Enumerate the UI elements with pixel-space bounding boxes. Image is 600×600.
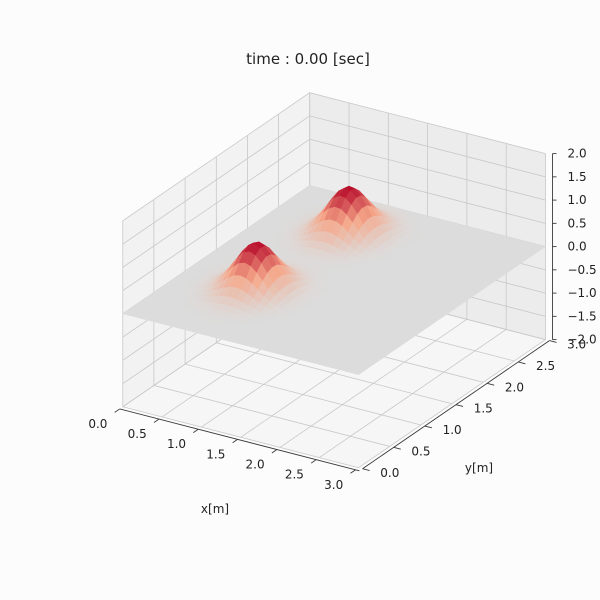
y-tick-label: 2.5 — [536, 359, 555, 373]
x-tick-mark — [350, 469, 356, 474]
y-tick-mark — [549, 340, 557, 343]
x-axis-label: x[m] — [201, 502, 229, 516]
z-tick-label: −1.5 — [568, 309, 597, 323]
z-tick-label: −0.5 — [568, 263, 597, 277]
z-tick-label: 1.5 — [568, 170, 587, 184]
z-tick-label: 0.5 — [568, 216, 587, 230]
y-tick-label: 1.5 — [474, 402, 493, 416]
x-tick-label: 0.0 — [88, 417, 107, 431]
x-tick-label: 1.0 — [167, 437, 186, 451]
z-tick-label: −2.0 — [568, 333, 597, 347]
y-tick-label: 2.0 — [505, 380, 524, 394]
y-tick-mark — [362, 468, 370, 471]
x-tick-label: 2.0 — [246, 458, 265, 472]
y-tick-mark — [424, 425, 433, 429]
x-tick-mark — [193, 428, 199, 434]
y-tick-mark — [518, 361, 526, 365]
z-tick-label: 2.0 — [568, 147, 587, 161]
z-tick-label: 0.0 — [568, 240, 587, 254]
y-tick-label: 0.5 — [411, 444, 430, 458]
y-tick-label: 3.0 — [567, 338, 586, 352]
y-tick-label: 0.0 — [380, 466, 399, 480]
tick-labels: 0.0 0.5 1.0 1.5 2.0 2.5 3.0 0.0 0.5 1.0 1.5 2.0 2.5 3… — [88, 147, 596, 492]
x-tick-label: 2.5 — [285, 468, 304, 482]
x-tick-label: 3.0 — [324, 478, 343, 492]
chart-title: time : 0.00 [sec] — [246, 50, 370, 68]
grid-line-z — [122, 115, 546, 245]
x-tick-mark — [232, 439, 238, 444]
y-tick-mark — [393, 446, 401, 450]
x-tick-mark — [271, 449, 278, 454]
x-axis-line — [119, 408, 360, 472]
z-tick-label: −1.0 — [568, 286, 597, 300]
y-tick-label: 1.0 — [443, 423, 462, 437]
x-tick-label: 1.5 — [206, 447, 225, 461]
surface-facet — [352, 369, 364, 375]
surface-mesh — [122, 185, 546, 375]
grid-line-z — [122, 138, 546, 268]
grid-line-z — [122, 92, 546, 222]
y-tick-mark — [487, 382, 495, 386]
grid-line-z — [122, 161, 546, 291]
x-tick-label: 0.5 — [128, 427, 147, 441]
z-tick-label: 1.0 — [568, 193, 587, 207]
x-tick-mark — [114, 408, 120, 413]
x-tick-mark — [153, 418, 160, 423]
y-axis-label: y[m] — [465, 461, 493, 475]
x-tick-mark — [310, 459, 317, 464]
y-tick-mark — [455, 404, 464, 407]
